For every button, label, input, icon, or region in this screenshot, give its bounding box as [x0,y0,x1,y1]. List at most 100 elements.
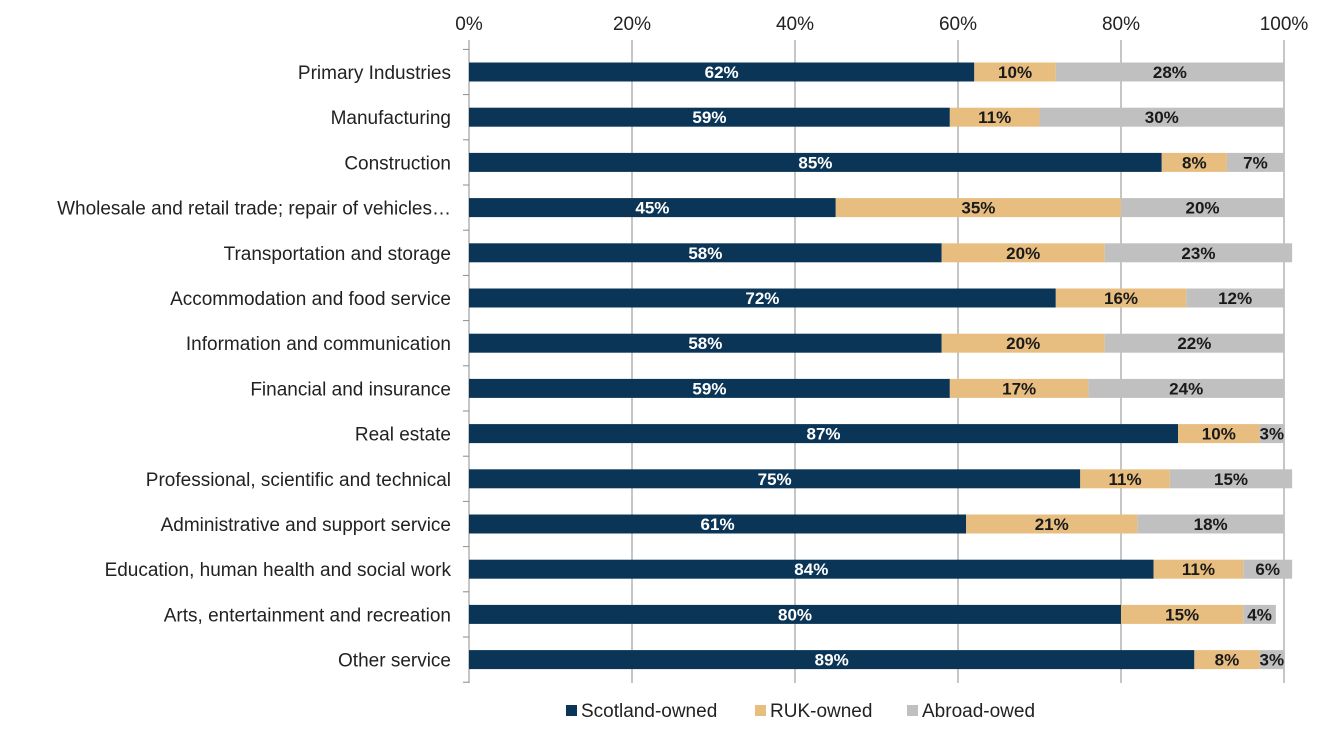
bar-segment [974,62,1056,82]
data-label: 45% [635,199,669,218]
bar-segment [1186,288,1284,308]
data-label: 24% [1169,379,1203,398]
bar-segment [469,378,950,398]
data-label: 4% [1247,605,1272,624]
bar-segment [1169,469,1293,489]
category-label: Education, human health and social work [105,560,452,581]
data-label: 3% [1259,425,1284,444]
category-label: Professional, scientific and technical [146,470,451,491]
category-label: Other service [338,651,451,672]
category-label: Information and communication [186,334,451,355]
data-label: 11% [1182,560,1215,579]
data-label: 20% [1006,334,1040,353]
data-label: 8% [1182,153,1207,172]
legend-label: Abroad-owed [922,701,1035,722]
bar-segment [469,243,942,263]
data-label: 58% [688,244,722,263]
bar-segment [469,424,1179,444]
data-label: 11% [978,108,1011,127]
bar-segment [1161,152,1227,172]
bar-segment [1243,604,1276,624]
bar-segment [1080,469,1170,489]
legend-swatch [566,705,577,716]
data-label: 22% [1177,334,1211,353]
bar-segment [1055,62,1284,82]
category-label: Arts, entertainment and recreation [164,605,451,626]
bar-segment [469,514,967,534]
x-tick-label: 20% [613,14,651,35]
x-tick-label: 100% [1260,14,1309,35]
legend-label: Scotland-owned [581,701,717,722]
data-label: 89% [815,651,849,670]
bar-segment [469,604,1121,624]
category-label: Primary Industries [298,63,451,84]
category-label: Manufacturing [331,108,451,129]
bar-segment [469,650,1195,670]
data-label: 59% [692,379,726,398]
data-label: 20% [1185,199,1219,218]
category-label: Transportation and storage [224,244,451,265]
bar-segment [949,107,1040,127]
category-label: Financial and insurance [250,379,451,400]
bar-segment [1153,559,1244,579]
data-label: 3% [1259,651,1284,670]
data-label: 87% [807,425,841,444]
data-label: 10% [1202,425,1236,444]
category-label: Real estate [355,425,451,446]
data-label: 8% [1215,651,1240,670]
bar-segment [1259,650,1284,670]
category-label: Administrative and support service [161,515,451,536]
data-label: 59% [692,108,726,127]
x-tick-label: 0% [455,14,483,35]
data-label: 6% [1255,560,1280,579]
data-label: 35% [961,199,995,218]
data-label: 21% [1035,515,1069,534]
data-label: 80% [778,605,812,624]
data-label: 20% [1006,244,1040,263]
data-label: 18% [1194,515,1228,534]
bar-segment [1194,650,1260,670]
bar-segment [469,288,1056,308]
bar-segment [1039,107,1284,127]
x-tick-label: 60% [939,14,977,35]
bar-segment [966,514,1138,534]
data-label: 72% [745,289,779,308]
bar-segment [1121,198,1284,218]
x-tick-label: 40% [776,14,814,35]
bar-segment [1121,604,1244,624]
bar-segment [469,333,942,353]
bar-segment [1104,243,1293,263]
category-label: Construction [344,153,451,174]
bar-segment [941,333,1105,353]
bar-segment [469,198,836,218]
data-label: 61% [701,515,735,534]
legend-swatch [755,705,766,716]
data-label: 12% [1218,289,1252,308]
data-label: 84% [794,560,828,579]
bar-segment [469,469,1081,489]
data-label: 10% [998,63,1032,82]
bar-segment [1259,424,1284,444]
data-label: 11% [1109,470,1142,489]
data-label: 30% [1145,108,1179,127]
bar-segment [941,243,1105,263]
data-label: 28% [1153,63,1187,82]
bar-segment [1226,152,1284,172]
data-label: 15% [1165,605,1199,624]
bar-segment [469,152,1162,172]
legend-label: RUK-owned [770,701,872,722]
data-label: 7% [1243,153,1268,172]
data-label: 16% [1104,289,1138,308]
bar-segment [469,62,975,82]
data-label: 62% [705,63,739,82]
bar-segment [1243,559,1293,579]
data-label: 15% [1214,470,1248,489]
bar-segment [1055,288,1187,308]
data-label: 75% [758,470,792,489]
bar-segment [1104,333,1284,353]
x-tick-label: 80% [1102,14,1140,35]
bar-segment [1088,378,1284,398]
category-label: Wholesale and retail trade; repair of ve… [57,199,451,220]
